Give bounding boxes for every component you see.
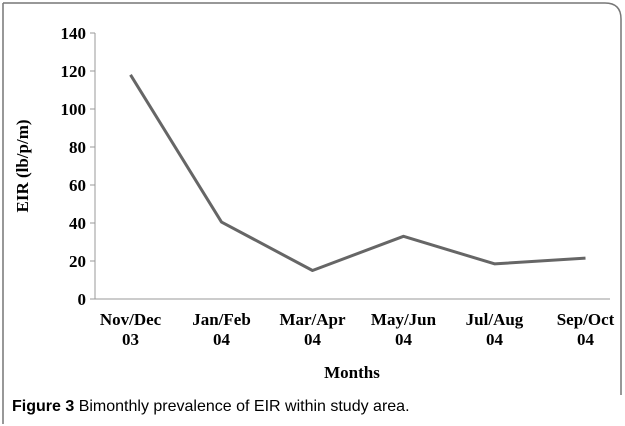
x-tick-label-line: 04	[213, 330, 231, 349]
caption: Figure 3 Bimonthly prevalence of EIR wit…	[12, 398, 410, 415]
x-tick-label-line: Jul/Aug	[466, 310, 524, 329]
y-tick-label: 100	[61, 100, 87, 119]
x-tick-label-line: Nov/Dec	[100, 310, 162, 329]
x-tick-label-line: 04	[304, 330, 322, 349]
caption-label: Figure 3	[12, 398, 74, 415]
y-axis-label: EIR (lb/p/m)	[13, 119, 32, 212]
x-tick-label-line: 03	[122, 330, 139, 349]
x-tick-label-line: 04	[486, 330, 504, 349]
x-tick-label: Nov/Dec 03	[100, 310, 162, 349]
x-tick-label-line: 04	[395, 330, 413, 349]
x-tick-label: Jan/Feb 04	[192, 310, 251, 349]
x-tick-label: Jul/Aug 04	[466, 310, 524, 349]
y-tick-label: 40	[69, 214, 86, 233]
x-tick-label: May/Jun 04	[371, 310, 437, 349]
x-tick-label-line: 04	[577, 330, 595, 349]
y-tick-label: 80	[69, 138, 86, 157]
x-tick-label: Mar/Apr 04	[279, 310, 346, 349]
y-tick-label: 20	[69, 252, 86, 271]
x-tick-label-line: Sep/Oct	[557, 310, 615, 329]
caption-text: Bimonthly prevalence of EIR within study…	[79, 398, 410, 415]
y-tick-label: 60	[69, 176, 86, 195]
x-tick-label-line: May/Jun	[371, 310, 437, 329]
x-axis-label: Months	[324, 363, 380, 382]
x-tick-label: Sep/Oct 04	[557, 310, 615, 349]
y-tick-label: 140	[61, 24, 87, 43]
line-series	[129, 74, 586, 272]
y-tick-label: 120	[61, 62, 87, 81]
x-tick-label-line: Jan/Feb	[192, 310, 251, 329]
x-tick-label-line: Mar/Apr	[279, 310, 346, 329]
y-tick-label: 0	[78, 290, 87, 309]
